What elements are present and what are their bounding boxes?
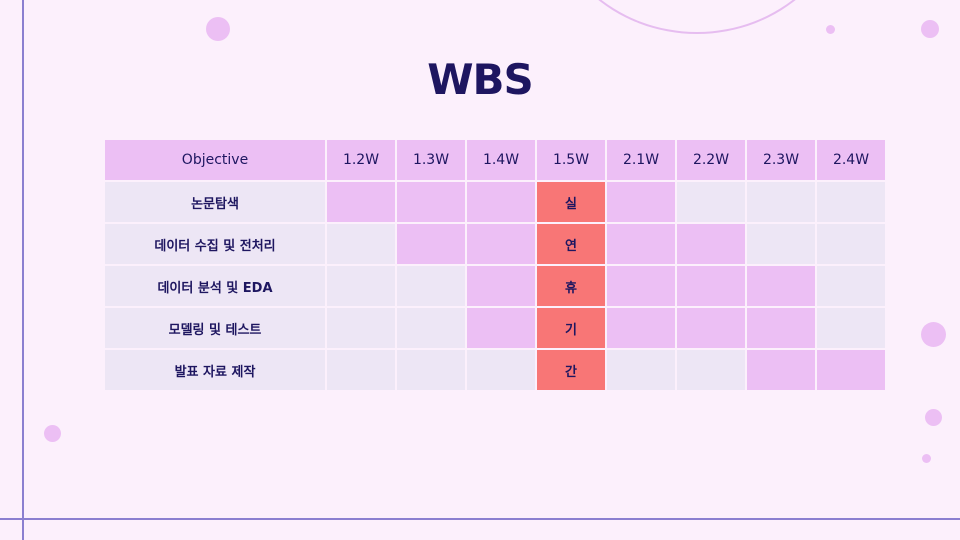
schedule-cell-active	[607, 308, 675, 348]
break-period-cell: 연	[537, 224, 605, 264]
wbs-table: Objective 1.2W 1.3W 1.4W 1.5W 2.1W 2.2W …	[103, 138, 887, 392]
circle-decoration	[826, 25, 835, 34]
task-name-cell: 논문탐색	[105, 182, 325, 222]
week-header: 2.4W	[817, 140, 885, 180]
table-header-row: Objective 1.2W 1.3W 1.4W 1.5W 2.1W 2.2W …	[105, 140, 885, 180]
schedule-cell-active	[397, 182, 465, 222]
table-row: 발표 자료 제작 간	[105, 350, 885, 390]
week-header: 2.2W	[677, 140, 745, 180]
schedule-cell-empty	[327, 224, 395, 264]
schedule-cell-empty	[747, 182, 815, 222]
schedule-cell-active	[397, 224, 465, 264]
schedule-cell-empty	[397, 266, 465, 306]
schedule-cell-active	[677, 224, 745, 264]
schedule-cell-active	[467, 266, 535, 306]
schedule-cell-empty	[817, 224, 885, 264]
schedule-cell-active	[607, 224, 675, 264]
table-row: 데이터 수집 및 전처리 연	[105, 224, 885, 264]
bottom-divider-line	[0, 518, 960, 520]
schedule-cell-active	[467, 308, 535, 348]
week-header: 2.1W	[607, 140, 675, 180]
schedule-cell-active	[327, 182, 395, 222]
schedule-cell-empty	[607, 350, 675, 390]
task-name-cell: 데이터 수집 및 전처리	[105, 224, 325, 264]
schedule-cell-active	[607, 182, 675, 222]
week-header: 1.3W	[397, 140, 465, 180]
schedule-cell-active	[747, 266, 815, 306]
task-name-cell: 발표 자료 제작	[105, 350, 325, 390]
schedule-cell-empty	[747, 224, 815, 264]
break-period-cell: 휴	[537, 266, 605, 306]
schedule-cell-active	[677, 308, 745, 348]
schedule-cell-empty	[467, 350, 535, 390]
schedule-cell-active	[467, 224, 535, 264]
circle-decoration	[44, 425, 61, 442]
schedule-cell-empty	[817, 266, 885, 306]
circle-decoration	[206, 17, 230, 41]
schedule-cell-empty	[817, 308, 885, 348]
break-period-cell: 간	[537, 350, 605, 390]
table-row: 논문탐색 실	[105, 182, 885, 222]
schedule-cell-active	[747, 350, 815, 390]
schedule-cell-empty	[327, 266, 395, 306]
schedule-cell-empty	[397, 350, 465, 390]
circle-decoration	[922, 454, 931, 463]
table-row: 모델링 및 테스트 기	[105, 308, 885, 348]
week-header: 1.2W	[327, 140, 395, 180]
task-name-cell: 모델링 및 테스트	[105, 308, 325, 348]
task-name-cell: 데이터 분석 및 EDA	[105, 266, 325, 306]
schedule-cell-active	[817, 350, 885, 390]
top-ring-decoration	[545, 0, 849, 34]
table-row: 데이터 분석 및 EDA 휴	[105, 266, 885, 306]
schedule-cell-active	[607, 266, 675, 306]
schedule-cell-active	[747, 308, 815, 348]
break-period-cell: 실	[537, 182, 605, 222]
page-title: WBS	[427, 55, 534, 104]
schedule-cell-empty	[327, 350, 395, 390]
week-header: 1.4W	[467, 140, 535, 180]
schedule-cell-empty	[397, 308, 465, 348]
schedule-cell-active	[467, 182, 535, 222]
left-divider-line	[22, 0, 24, 540]
schedule-cell-empty	[677, 350, 745, 390]
objective-header: Objective	[105, 140, 325, 180]
schedule-cell-empty	[817, 182, 885, 222]
week-header: 2.3W	[747, 140, 815, 180]
schedule-cell-empty	[677, 182, 745, 222]
circle-decoration	[925, 409, 942, 426]
schedule-cell-active	[677, 266, 745, 306]
circle-decoration	[921, 20, 939, 38]
schedule-cell-empty	[327, 308, 395, 348]
circle-decoration	[921, 322, 946, 347]
break-period-cell: 기	[537, 308, 605, 348]
week-header: 1.5W	[537, 140, 605, 180]
